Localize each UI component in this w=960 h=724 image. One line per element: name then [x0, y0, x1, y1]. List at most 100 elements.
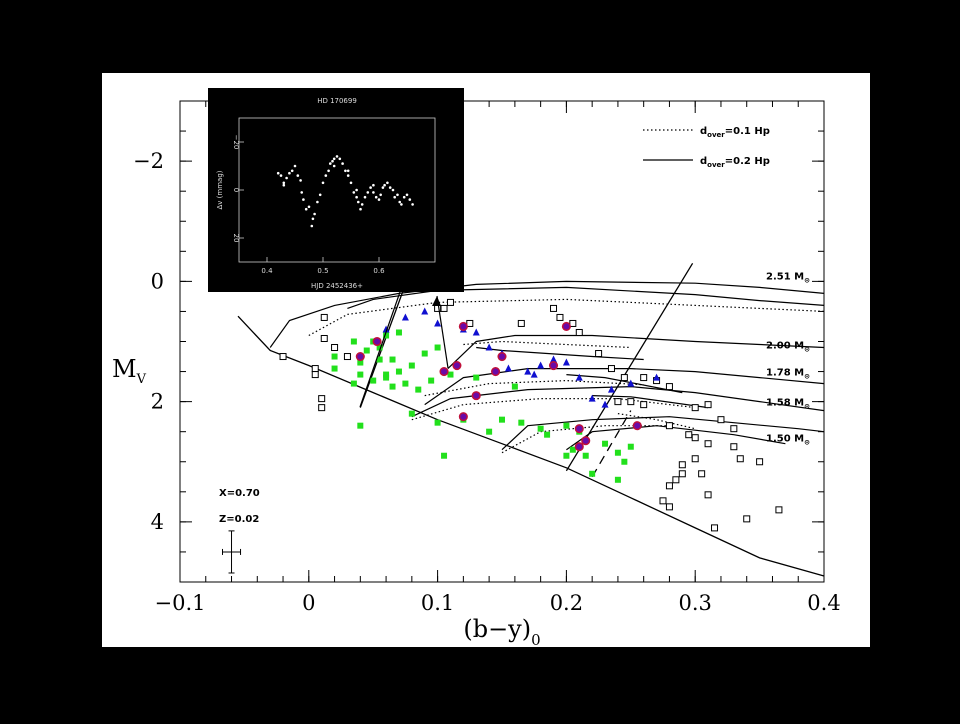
- inset-data-point: [328, 162, 332, 165]
- y-tick-label: 4: [151, 510, 164, 534]
- green-square-point: [331, 353, 338, 360]
- inset-data-point: [372, 191, 375, 194]
- inset-pointer-arrowhead: [432, 296, 441, 306]
- blue-triangle-point: [504, 364, 512, 372]
- open-square-point: [318, 404, 326, 412]
- open-square-point: [517, 319, 525, 327]
- track-mass-label-symbol: ⊙: [804, 346, 810, 354]
- green-square-point: [428, 377, 435, 384]
- inset-data-point: [346, 174, 350, 177]
- open-square-point: [331, 344, 339, 352]
- blue-triangle-point: [562, 358, 570, 366]
- inset-data-point: [366, 191, 370, 194]
- purple-circle-point: [372, 336, 382, 347]
- instability-strip-edge: [591, 410, 632, 478]
- open-square-point: [640, 374, 648, 382]
- inset-data-point: [316, 200, 319, 204]
- green-square-point: [569, 446, 576, 453]
- blue-triangle-point: [485, 343, 493, 351]
- blue-triangle-point: [530, 370, 538, 378]
- inset-data-point: [324, 174, 328, 177]
- open-square-point: [440, 304, 448, 312]
- green-square-point: [402, 380, 409, 387]
- track-mass-label-symbol: ⊙: [804, 373, 810, 381]
- legend-label-subscript: over: [707, 161, 725, 169]
- green-square-point: [389, 356, 396, 363]
- y-axis-title-subscript: V: [136, 372, 147, 387]
- green-square-point: [408, 410, 415, 417]
- light-curve-inset: HD 170699 0.4 0.5 0.6 −20 0 20 HJD 2452436+ Δv (…: [208, 88, 464, 408]
- inset-data-point: [288, 171, 291, 175]
- purple-circle-point: [561, 321, 571, 332]
- open-square-point: [311, 371, 319, 379]
- blue-triangle-point: [421, 307, 429, 315]
- inset-data-point: [356, 200, 360, 204]
- legend-label-subscript: over: [707, 131, 725, 139]
- green-square-point: [395, 329, 402, 336]
- open-square-point: [704, 491, 712, 499]
- evolution-track-solid: [592, 395, 709, 409]
- green-square-point: [350, 338, 357, 345]
- inset-data-point: [400, 203, 403, 206]
- inset-data-point: [296, 174, 300, 177]
- inset-data-point: [386, 181, 389, 185]
- inset-data-point: [363, 195, 367, 199]
- green-square-point: [395, 368, 402, 375]
- track-mass-label: 1.78 M⊙: [766, 368, 810, 381]
- green-square-point: [389, 383, 396, 390]
- x-tick-label: 0.2: [550, 591, 583, 615]
- green-square-point: [563, 452, 570, 459]
- green-square-point: [383, 374, 390, 381]
- inset-data-point: [300, 191, 304, 194]
- inset-data-point: [349, 181, 353, 185]
- green-square-point: [357, 422, 364, 429]
- open-square-point: [614, 398, 622, 406]
- composition-x-label: X=0.70: [219, 488, 260, 499]
- open-square-point: [607, 365, 615, 373]
- inset-data-point: [352, 191, 356, 194]
- inset-y-tick-label: −20: [232, 135, 240, 150]
- green-square-point: [621, 458, 628, 465]
- green-square-point: [441, 452, 448, 459]
- open-square-point: [659, 497, 667, 505]
- green-square-point: [614, 476, 621, 483]
- inset-data-point: [369, 186, 372, 189]
- x-tick-label: 0: [302, 591, 315, 615]
- inset-data-point: [393, 195, 396, 199]
- inset-background: [208, 88, 464, 292]
- inset-x-axis-title: HJD 2452436+: [311, 282, 363, 290]
- green-square-point: [627, 443, 634, 450]
- open-square-point: [446, 298, 454, 306]
- track-labels: 2.51 M⊙ 2.00 M⊙ 1.78 M⊙ 1.58 M⊙ 1.50 M⊙: [766, 271, 810, 446]
- open-square-point: [318, 395, 326, 403]
- green-square-point: [614, 449, 621, 456]
- x-tick-label: −0.1: [155, 591, 206, 615]
- legend-label-rest: =0.2 Hp: [725, 156, 770, 167]
- open-square-point: [665, 422, 673, 430]
- green-square-point: [537, 425, 544, 432]
- inset-data-point: [408, 198, 412, 201]
- open-square-point: [756, 458, 764, 466]
- open-square-point: [575, 328, 583, 336]
- green-square-point: [434, 344, 441, 351]
- inset-data-point: [372, 183, 375, 187]
- inset-y-axis-title: Δv (mmag): [216, 170, 224, 209]
- inset-data-point: [332, 157, 336, 161]
- evolution-track-solid: [447, 334, 825, 370]
- inset-data-point: [310, 224, 314, 228]
- blue-triangle-point: [550, 355, 558, 363]
- open-square-point: [279, 353, 287, 361]
- open-square-point: [672, 476, 680, 484]
- inset-data-point: [374, 195, 378, 199]
- axis-ticks: [179, 100, 825, 583]
- inset-data-point: [402, 195, 406, 199]
- track-mass-label-symbol: ⊙: [804, 276, 810, 284]
- open-square-point: [640, 401, 648, 409]
- green-square-point: [415, 386, 422, 393]
- instability-strip-edge: [565, 262, 694, 472]
- inset-x-tick-label: 0.5: [317, 267, 328, 275]
- legend-label-rest: =0.1 Hp: [725, 126, 770, 137]
- open-square-point: [620, 374, 628, 382]
- inset-data-point: [396, 193, 399, 197]
- inset-data-point: [377, 198, 381, 201]
